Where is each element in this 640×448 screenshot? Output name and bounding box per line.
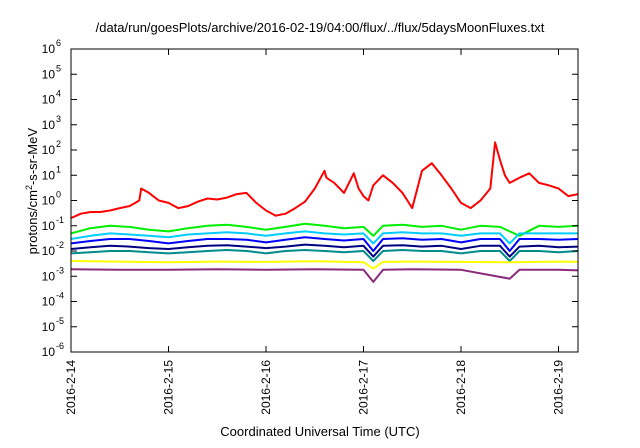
y-tick-label-5: 10 <box>42 219 56 233</box>
y-tick-label-10: 10 <box>42 93 56 107</box>
y-tick-exp-0: -6 <box>56 341 64 351</box>
y-tick-exp-11: 5 <box>56 63 61 73</box>
x-tick-label-0: 2016-2-14 <box>64 360 78 415</box>
series-line-3 <box>71 236 578 252</box>
y-tick-label-8: 10 <box>42 143 56 157</box>
y-tick-label-2: 10 <box>42 295 56 309</box>
y-tick-exp-1: -5 <box>56 316 64 326</box>
series-line-1 <box>71 222 578 237</box>
x-tick-label-4: 2016-2-18 <box>454 360 468 415</box>
y-tick-label-9: 10 <box>42 118 56 132</box>
y-tick-exp-4: -2 <box>56 240 64 250</box>
y-tick-exp-7: 1 <box>56 164 61 174</box>
y-tick-label-4: 10 <box>42 244 56 258</box>
y-tick-exp-12: 6 <box>56 38 61 48</box>
x-axis-label: Coordinated Universal Time (UTC) <box>220 424 420 439</box>
y-tick-label-11: 10 <box>42 67 56 81</box>
series-line-7 <box>71 268 578 283</box>
y-tick-exp-2: -4 <box>56 291 64 301</box>
series-line-4 <box>71 243 578 258</box>
y-tick-exp-9: 3 <box>56 114 61 124</box>
series-line-6 <box>71 260 578 270</box>
y-tick-label-12: 10 <box>42 42 56 56</box>
y-tick-label-3: 10 <box>42 269 56 283</box>
y-tick-exp-3: -3 <box>56 265 64 275</box>
x-tick-label-2: 2016-2-16 <box>259 360 273 415</box>
y-tick-exp-5: -1 <box>56 215 64 225</box>
y-tick-label-1: 10 <box>42 320 56 334</box>
y-tick-label-6: 10 <box>42 194 56 208</box>
series-line-2 <box>71 230 578 245</box>
x-tick-label-5: 2016-2-19 <box>552 360 566 415</box>
y-tick-exp-6: 0 <box>56 190 61 200</box>
y-tick-label-7: 10 <box>42 168 56 182</box>
series-line-0 <box>71 141 578 220</box>
x-tick-label-1: 2016-2-15 <box>162 360 176 415</box>
x-tick-label-3: 2016-2-17 <box>357 360 371 415</box>
y-tick-exp-10: 4 <box>56 89 61 99</box>
plot-frame <box>70 48 579 353</box>
chart-title: /data/run/goesPlots/archive/2016-02-19/0… <box>95 20 545 35</box>
y-tick-exp-8: 2 <box>56 139 61 149</box>
y-tick-label-0: 10 <box>42 345 56 359</box>
series-line-5 <box>71 249 578 262</box>
